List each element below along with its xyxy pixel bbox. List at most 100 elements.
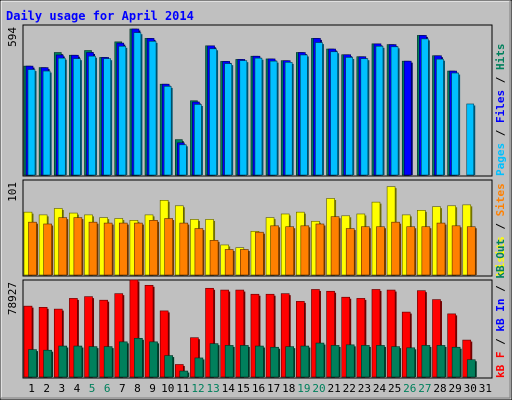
ymax-label-pages-files-hits: 594	[6, 27, 19, 47]
bar-kb-out-day-12	[194, 357, 205, 378]
day-label: 26	[403, 382, 416, 395]
day-label: 31	[479, 382, 492, 395]
bar-sites-day-9	[149, 220, 160, 276]
bar-sites-day-4	[73, 217, 84, 276]
bar-kb-out-day-4	[73, 345, 84, 378]
panel-visits-sites: 101 Visits / Sites	[6, 179, 507, 277]
bar-kb-f-day-3	[53, 308, 64, 378]
day-label: 11	[176, 382, 189, 395]
day-label: 28	[433, 382, 446, 395]
day-label: 9	[149, 382, 156, 395]
panel-pages-files-hits: 594 Pages / Files / Hits	[6, 24, 507, 177]
bar-kb-f-day-30	[462, 339, 473, 378]
day-label: 17	[267, 382, 280, 395]
bar-kb-f-day-14	[220, 289, 231, 378]
day-label: 12	[191, 382, 204, 395]
bar-kb-f-day-7	[114, 293, 125, 378]
bar-kb-out-day-18	[285, 346, 296, 378]
bar-kb-out-day-21	[330, 345, 341, 378]
bar-pages-day-15	[239, 60, 249, 176]
day-label: 5	[89, 382, 96, 395]
bar-sites-day-21	[330, 216, 341, 276]
bar-pages-day-8	[133, 32, 143, 176]
bar-sites-day-25	[391, 221, 402, 276]
bar-sites-day-1	[28, 221, 38, 276]
bar-pages-day-17	[269, 60, 279, 176]
legend-item-visits: Visits	[494, 236, 507, 276]
bar-kb-out-day-23	[361, 345, 371, 378]
bar-sites-day-13	[209, 240, 220, 276]
bar-kb-f-day-23	[356, 298, 367, 378]
bar-sites-day-10	[164, 218, 175, 276]
legend-item-kb-out: kB Out	[494, 239, 507, 279]
legend-item-pages: Pages	[494, 143, 507, 176]
bar-kb-f-day-22	[341, 296, 352, 378]
bar-sites-day-3	[58, 217, 69, 276]
bar-sites-day-16	[255, 231, 265, 276]
bar-pages-day-9	[148, 41, 158, 176]
bar-pages-day-6	[103, 58, 113, 176]
day-label: 4	[74, 382, 81, 395]
bar-sites-day-12	[194, 228, 205, 276]
day-label: 1	[28, 382, 35, 395]
bar-sites-day-18	[285, 226, 296, 276]
bar-pages-day-30	[466, 103, 476, 176]
bar-kb-out-day-24	[376, 345, 386, 378]
bar-kb-out-day-20	[315, 342, 326, 378]
chart-title: Daily usage for April 2014	[6, 9, 194, 23]
legend-item-sites: Sites	[494, 183, 507, 216]
bar-kb-out-day-30	[466, 359, 477, 378]
bar-kb-f-day-1	[23, 305, 34, 378]
bar-kb-f-day-25	[386, 289, 397, 378]
bar-sites-day-27	[421, 226, 432, 276]
bars-kbf-kbin-kbout	[23, 279, 477, 378]
bar-sites-day-7	[118, 222, 129, 276]
bar-kb-f-day-19	[296, 301, 306, 378]
bar-kb-f-day-24	[371, 289, 382, 378]
bar-pages-day-4	[73, 58, 82, 176]
bar-sites-day-6	[103, 222, 114, 276]
legend-item-kb-f: kB F	[494, 352, 507, 379]
bar-sites-day-2	[43, 223, 54, 276]
bar-sites-day-28	[436, 222, 447, 276]
bar-sites-day-30	[466, 226, 477, 276]
day-label: 2	[43, 382, 50, 395]
day-label: 6	[104, 382, 111, 395]
bar-kb-out-day-29	[451, 346, 462, 378]
day-label: 22	[343, 382, 356, 395]
bar-kb-f-day-6	[99, 299, 110, 378]
bar-sites-day-19	[300, 225, 311, 276]
day-label: 7	[119, 382, 126, 395]
day-label: 24	[373, 382, 387, 395]
bar-pages-day-5	[88, 55, 98, 176]
bar-kb-out-day-22	[345, 344, 356, 378]
bar-kb-f-day-28	[432, 299, 442, 378]
ymax-label-kbf-kbin-kbout: 78927	[6, 282, 19, 315]
bar-pages-day-11	[178, 144, 188, 176]
bar-kb-out-day-11	[179, 370, 190, 378]
bar-kb-out-day-26	[406, 347, 417, 378]
day-label: 16	[252, 382, 265, 395]
bar-sites-day-8	[134, 222, 144, 276]
panel-kbf-kbin-kbout: 78927 kB F / kB In / kB Out	[6, 239, 507, 379]
bar-pages-day-12	[194, 104, 203, 176]
bar-pages-day-18	[284, 62, 294, 176]
bar-pages-day-14	[224, 63, 234, 176]
ymax-label-visits-sites: 101	[6, 182, 19, 202]
bar-kb-f-day-9	[144, 284, 155, 378]
day-label: 29	[449, 382, 462, 395]
bar-kb-f-day-21	[326, 290, 337, 378]
bar-pages-day-3	[57, 57, 67, 176]
bar-kb-f-day-15	[235, 289, 246, 378]
bar-kb-out-day-16	[255, 345, 265, 378]
day-label: 19	[297, 382, 310, 395]
legend-item-files: Files	[494, 90, 507, 123]
bar-pages-day-21	[330, 51, 340, 176]
bar-kb-f-day-5	[84, 296, 95, 378]
bar-pages-day-22	[345, 57, 355, 176]
bar-sites-day-29	[451, 225, 462, 276]
bar-kb-out-day-6	[103, 346, 114, 378]
bar-kb-out-day-17	[270, 346, 281, 378]
bar-kb-f-day-16	[250, 293, 261, 378]
